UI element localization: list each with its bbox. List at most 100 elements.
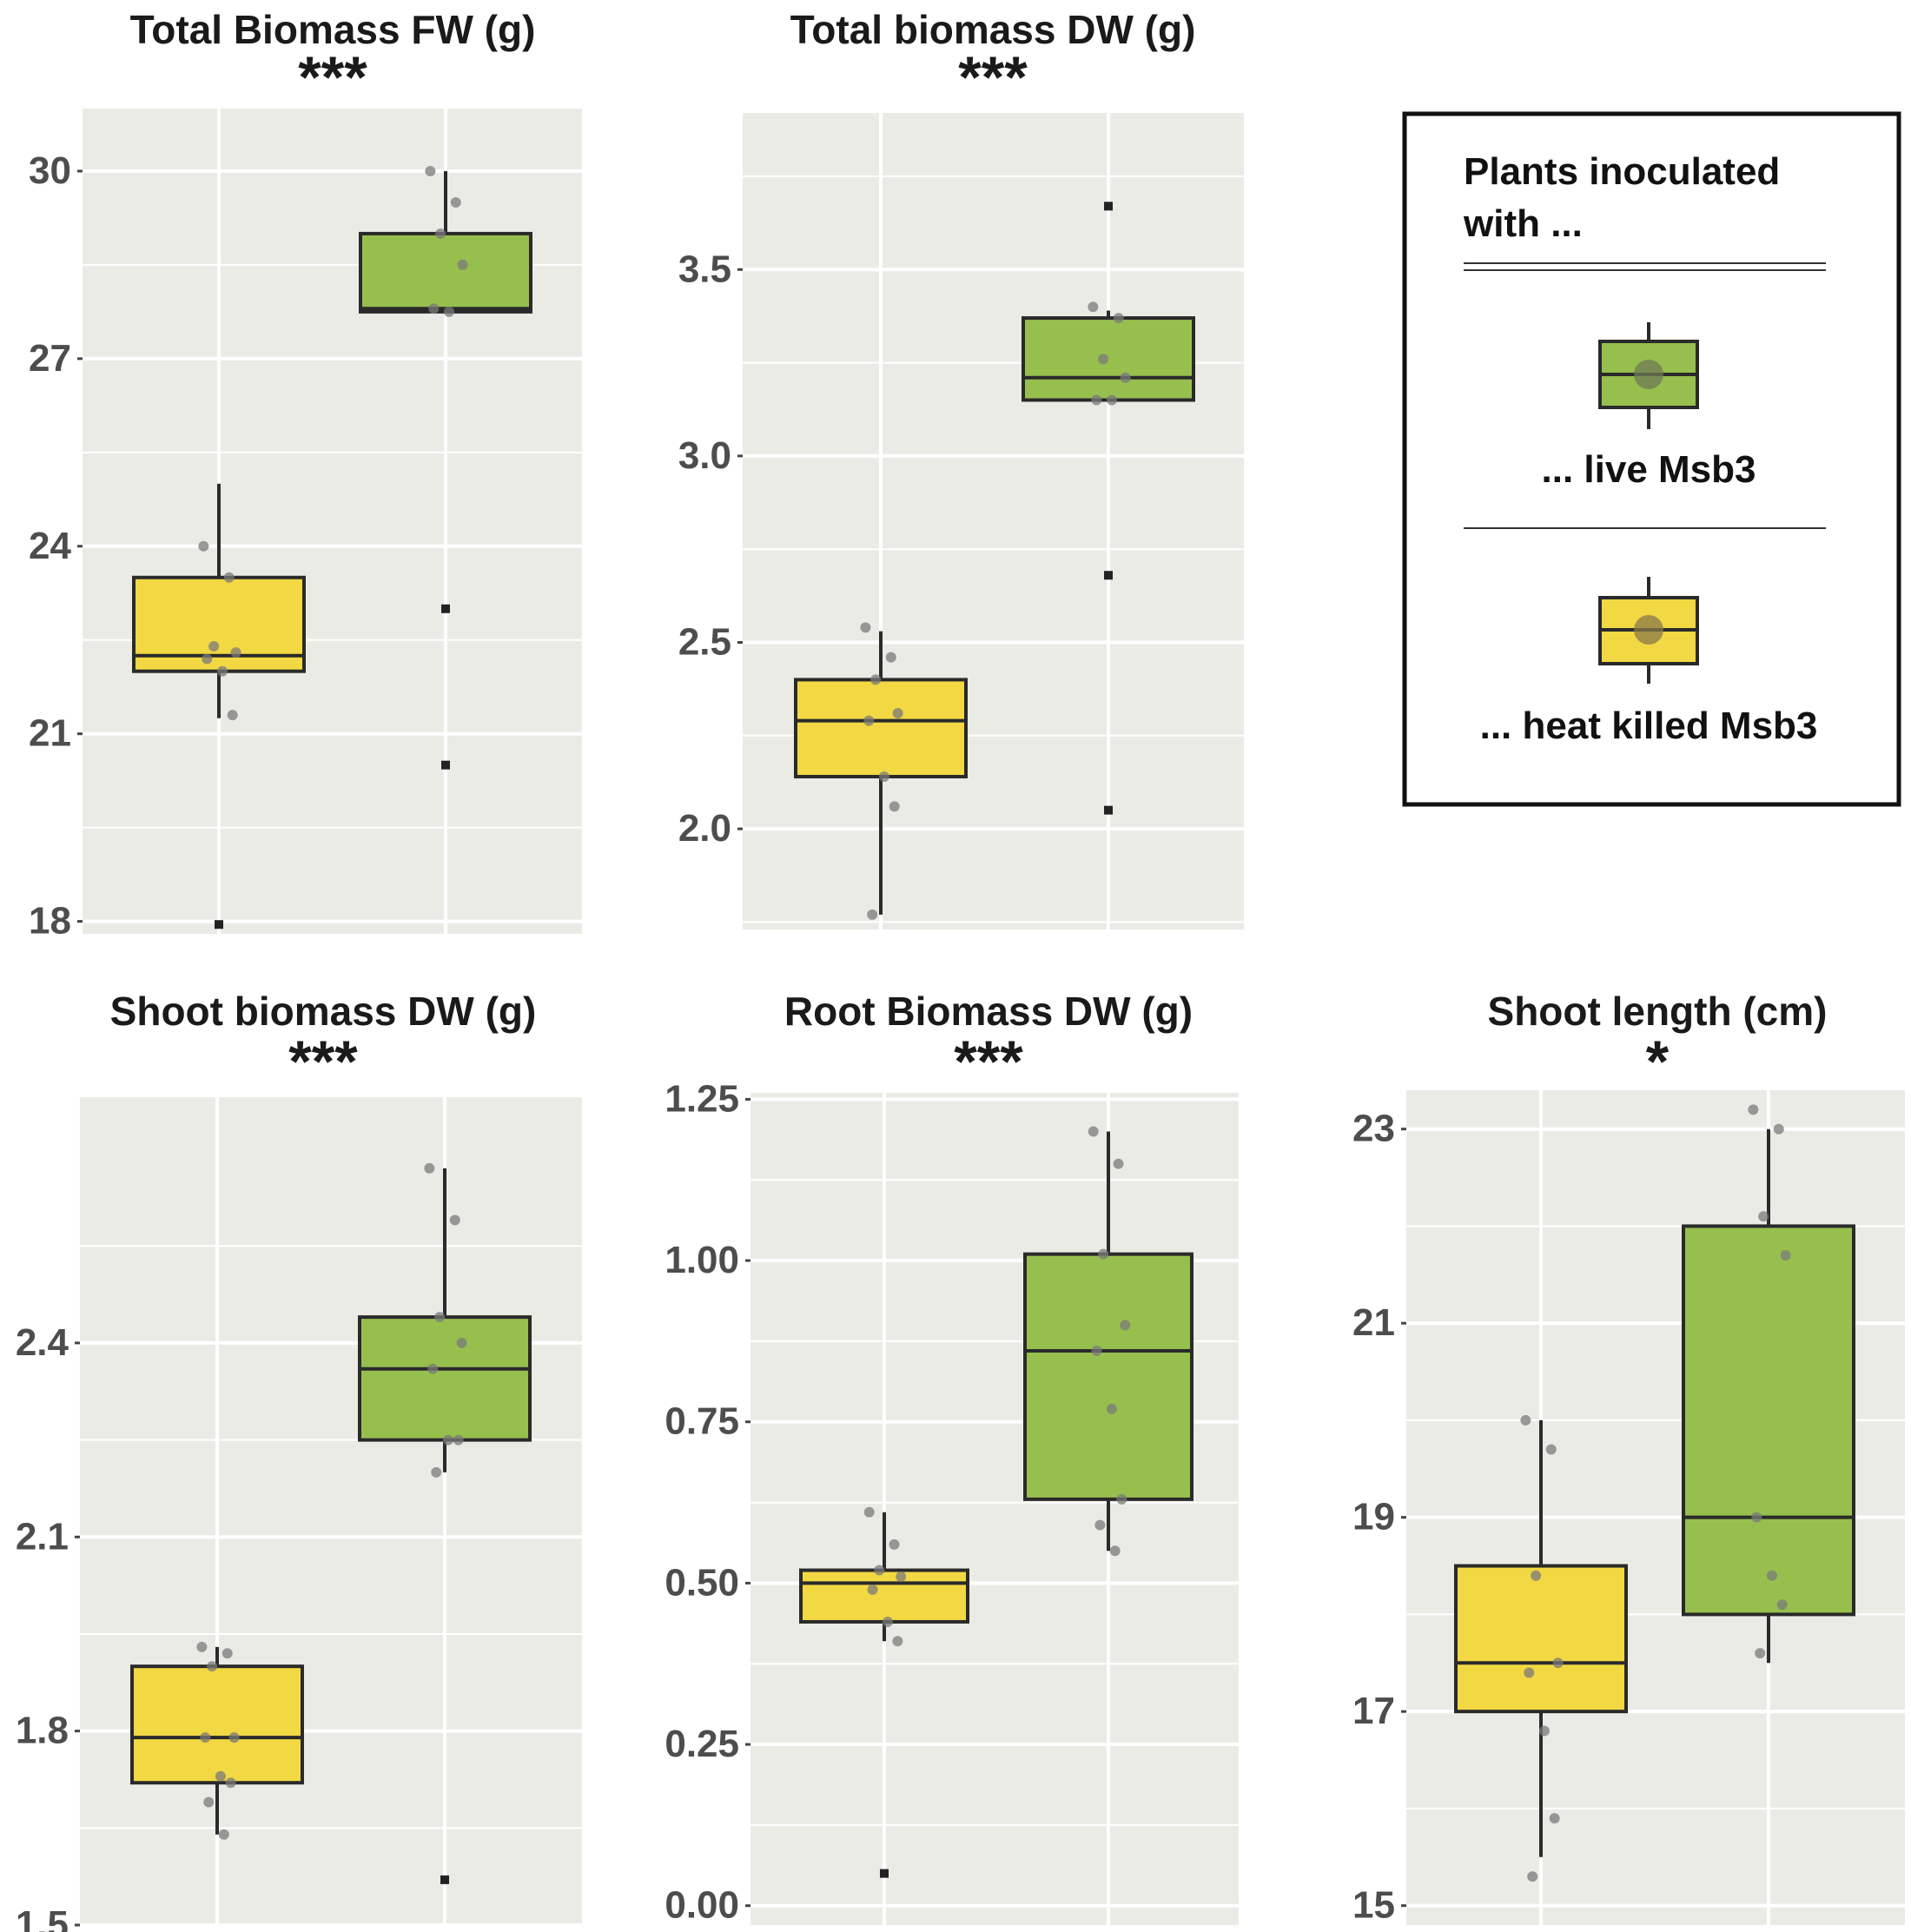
data-point (1531, 1570, 1542, 1581)
data-point (453, 1434, 464, 1446)
panel-title: Total Biomass FW (g) (130, 7, 536, 52)
data-point (1773, 1123, 1784, 1135)
data-point (1098, 1248, 1109, 1260)
data-point (1120, 1320, 1131, 1331)
data-point (227, 710, 238, 721)
y-tick-label: 19 (1352, 1496, 1395, 1538)
box-body (358, 1315, 532, 1442)
data-point (208, 640, 220, 652)
data-point (867, 909, 878, 920)
data-point (867, 1584, 878, 1595)
data-point (425, 165, 436, 176)
data-point (863, 1506, 875, 1518)
data-point (1780, 1249, 1791, 1260)
panel-title: Root Biomass DW (g) (784, 989, 1193, 1034)
data-point (225, 1777, 236, 1789)
panel-title: Shoot length (cm) (1488, 989, 1828, 1034)
y-tick-label: 1.00 (665, 1239, 739, 1281)
outlier-point (215, 920, 223, 930)
data-point (892, 1636, 903, 1647)
data-point (1520, 1414, 1531, 1426)
legend-key-heat-point (1634, 615, 1663, 645)
data-point (203, 1796, 215, 1808)
y-tick-label: 0.50 (665, 1561, 739, 1604)
y-tick-label: 17 (1352, 1690, 1395, 1732)
legend-label-heat-killed: ... heat killed Msb3 (1480, 705, 1818, 747)
data-point (434, 1312, 446, 1323)
data-point (1091, 1346, 1102, 1357)
legend-title-line2: with ... (1463, 202, 1583, 245)
panel-2: 2.0 2.5 3.0 3.5 Total biomass DW (g)*** (678, 7, 1244, 930)
y-tick-label: 27 (29, 337, 71, 380)
data-point (878, 771, 889, 783)
outlier-point (1104, 571, 1113, 580)
data-point (428, 303, 440, 314)
panel-4: 0.00 0.25 0.50 0.75 1.00 1.25 Root Biomass DW … (665, 989, 1239, 1927)
box-body (1682, 1224, 1855, 1617)
data-point (1088, 301, 1099, 313)
panel-background (743, 113, 1244, 930)
data-point (228, 1732, 240, 1743)
panel-title: Shoot biomass DW (g) (110, 989, 537, 1034)
legend-label-live: ... live Msb3 (1542, 448, 1756, 491)
y-tick-label: 18 (29, 900, 71, 943)
box-live (359, 165, 532, 770)
box-live (1682, 1104, 1855, 1664)
data-point (889, 1538, 900, 1550)
data-point (1776, 1599, 1788, 1611)
data-point (198, 540, 209, 552)
y-tick-label: 0.75 (665, 1400, 739, 1443)
box-live (1023, 1126, 1194, 1557)
data-point (1094, 1519, 1106, 1531)
data-point (424, 1162, 435, 1174)
data-point (882, 1616, 893, 1627)
y-tick-label: 30 (29, 149, 71, 192)
data-point (1109, 1545, 1121, 1557)
data-point (1538, 1725, 1550, 1737)
data-point (870, 674, 882, 685)
data-point (1106, 394, 1117, 406)
data-point (1549, 1813, 1560, 1824)
significance-stars: *** (958, 44, 1028, 110)
data-point (202, 653, 213, 665)
outlier-point (441, 760, 450, 770)
box-body (359, 231, 532, 314)
data-point (896, 1571, 907, 1582)
data-point (457, 259, 468, 270)
data-point (216, 665, 228, 677)
y-tick-label: 1.25 (665, 1077, 739, 1120)
data-point (1751, 1512, 1762, 1523)
data-point (860, 622, 871, 633)
significance-stars: *** (288, 1029, 358, 1095)
data-point (431, 1466, 442, 1478)
box-heat-killed (799, 1506, 969, 1878)
data-point (885, 652, 896, 663)
data-point (1113, 313, 1124, 324)
y-tick-label: 2.5 (678, 620, 731, 663)
data-point (1091, 394, 1102, 406)
y-tick-label: 1.8 (16, 1710, 69, 1752)
legend-frame (1402, 111, 1901, 807)
data-point (1545, 1444, 1557, 1455)
data-point (1088, 1126, 1099, 1137)
box-body (799, 1568, 969, 1624)
box-heat-killed (1454, 1414, 1628, 1882)
data-point (443, 306, 454, 317)
y-tick-label: 2.0 (678, 807, 731, 850)
data-point (1106, 1403, 1117, 1414)
data-point (449, 1214, 460, 1226)
outlier-point (1104, 805, 1113, 815)
box-heat-killed (794, 622, 968, 920)
box-live (1022, 202, 1195, 815)
y-tick-label: 24 (29, 525, 71, 567)
panel-title: Total biomass DW (g) (790, 7, 1196, 52)
panel-1: 18 21 24 27 30 Total Biomass FW (g)*** (29, 7, 582, 943)
outlier-point (880, 1869, 889, 1878)
legend: Plants inoculated with ... ... live Msb3… (1402, 111, 1901, 807)
y-tick-label: 3.0 (678, 434, 731, 477)
box-body (1023, 1252, 1194, 1501)
data-point (207, 1661, 218, 1672)
data-point (442, 1434, 453, 1446)
data-point (1116, 1493, 1127, 1505)
y-tick-label: 0.00 (665, 1884, 739, 1927)
